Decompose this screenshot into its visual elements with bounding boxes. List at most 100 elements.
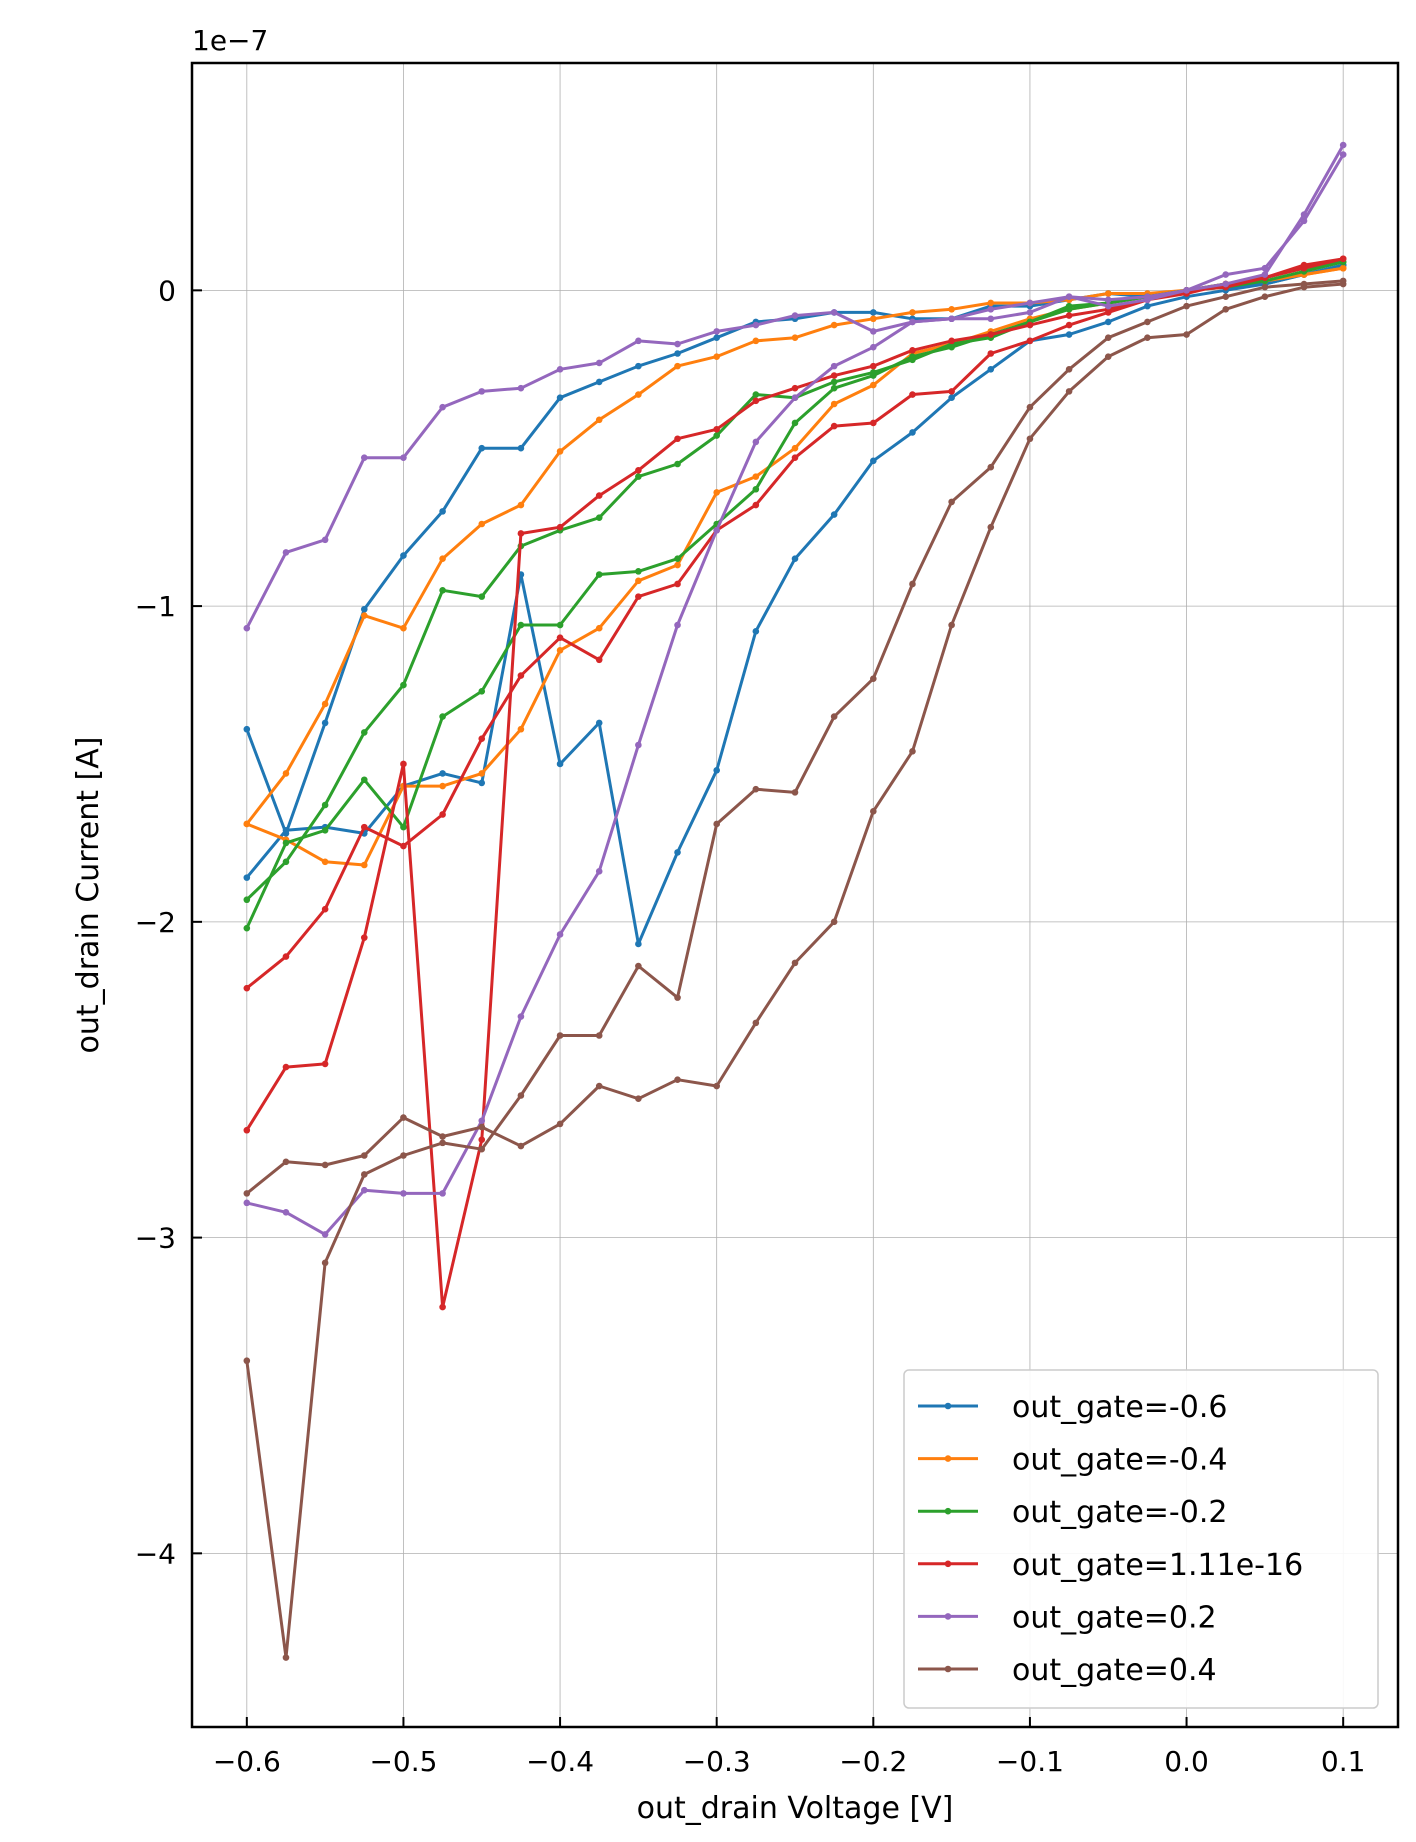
data-point: [400, 1190, 407, 1197]
data-point: [282, 1063, 290, 1071]
data-point: [870, 419, 877, 427]
data-point: [674, 580, 681, 588]
legend-item: out_gate=-0.4: [918, 1443, 1227, 1478]
data-point: [595, 1082, 603, 1090]
data-point: [987, 315, 995, 323]
data-point: [1026, 435, 1034, 443]
data-point: [791, 444, 799, 452]
data-point: [360, 605, 368, 613]
data-point: [987, 350, 995, 357]
data-point: [282, 770, 290, 777]
data-point: [1300, 280, 1308, 288]
data-point: [1300, 261, 1308, 269]
data-point: [478, 520, 486, 528]
data-point: [517, 530, 525, 537]
data-point: [556, 394, 564, 401]
data-point: [360, 776, 368, 784]
data-point: [830, 918, 838, 926]
data-point: [478, 388, 486, 395]
data-point: [870, 372, 877, 379]
data-point: [870, 309, 877, 316]
data-point: [556, 621, 564, 629]
data-point: [400, 1114, 407, 1121]
data-point: [478, 1117, 486, 1125]
data-point: [909, 580, 916, 588]
data-point: [400, 454, 407, 461]
data-point: [987, 299, 995, 307]
data-point: [1065, 331, 1073, 338]
legend-item: out_gate=-0.6: [918, 1390, 1227, 1425]
data-point: [1104, 353, 1112, 360]
data-point: [517, 1092, 525, 1099]
y-offset-label: 1e−7: [192, 24, 268, 57]
data-point: [870, 362, 877, 370]
data-point: [360, 934, 368, 941]
data-point: [1339, 141, 1347, 149]
data-point: [517, 621, 525, 629]
data-point: [282, 549, 290, 556]
data-point: [830, 384, 838, 392]
data-point: [713, 1082, 720, 1090]
data-point: [635, 362, 642, 370]
data-point: [1261, 293, 1269, 300]
data-point: [1339, 277, 1347, 285]
data-point: [243, 984, 251, 992]
data-point: [987, 523, 995, 531]
data-point: [517, 672, 525, 679]
data-point: [439, 403, 446, 411]
data-point: [478, 1145, 486, 1153]
data-point: [478, 1136, 486, 1144]
data-point: [752, 1019, 760, 1027]
data-point: [1026, 309, 1034, 316]
data-point: [556, 523, 564, 531]
data-point: [243, 896, 251, 904]
data-point: [1300, 211, 1308, 218]
data-point: [517, 384, 525, 392]
data-point: [1222, 280, 1230, 288]
data-point: [791, 419, 799, 427]
x-tick-label: −0.4: [526, 1745, 594, 1778]
data-point: [1183, 287, 1190, 294]
data-point: [791, 334, 799, 342]
data-point: [282, 953, 290, 960]
data-point: [439, 508, 446, 515]
data-point: [243, 1126, 251, 1134]
data-point: [909, 748, 916, 755]
data-point: [439, 1303, 446, 1311]
data-point: [439, 555, 446, 563]
data-point: [1065, 388, 1073, 395]
data-point: [439, 1190, 446, 1197]
data-point: [556, 365, 564, 373]
data-point: [635, 741, 642, 749]
data-point: [478, 593, 486, 600]
data-point: [556, 931, 564, 938]
data-point: [282, 1654, 290, 1661]
data-point: [713, 425, 720, 433]
data-point: [595, 1032, 603, 1039]
data-point: [1026, 337, 1034, 345]
legend-swatch-marker: [944, 1560, 952, 1568]
data-point: [360, 1152, 368, 1159]
data-point: [282, 1209, 290, 1216]
data-point: [1261, 271, 1269, 278]
data-point: [400, 842, 407, 850]
data-point: [752, 485, 760, 493]
data-point: [439, 811, 446, 818]
data-point: [1065, 365, 1073, 373]
data-point: [595, 571, 603, 578]
data-point: [321, 1161, 329, 1169]
data-point: [1144, 302, 1151, 310]
data-point: [948, 315, 955, 323]
data-point: [1261, 283, 1269, 291]
data-point: [635, 391, 642, 398]
data-point: [282, 858, 290, 866]
data-point: [1144, 293, 1151, 300]
data-point: [870, 808, 877, 815]
grid: [192, 63, 1398, 1727]
data-point: [674, 340, 681, 348]
data-point: [556, 1120, 564, 1128]
data-point: [948, 337, 955, 345]
data-point: [830, 321, 838, 329]
y-tick-label: −4: [135, 1537, 176, 1570]
data-point: [713, 334, 720, 342]
